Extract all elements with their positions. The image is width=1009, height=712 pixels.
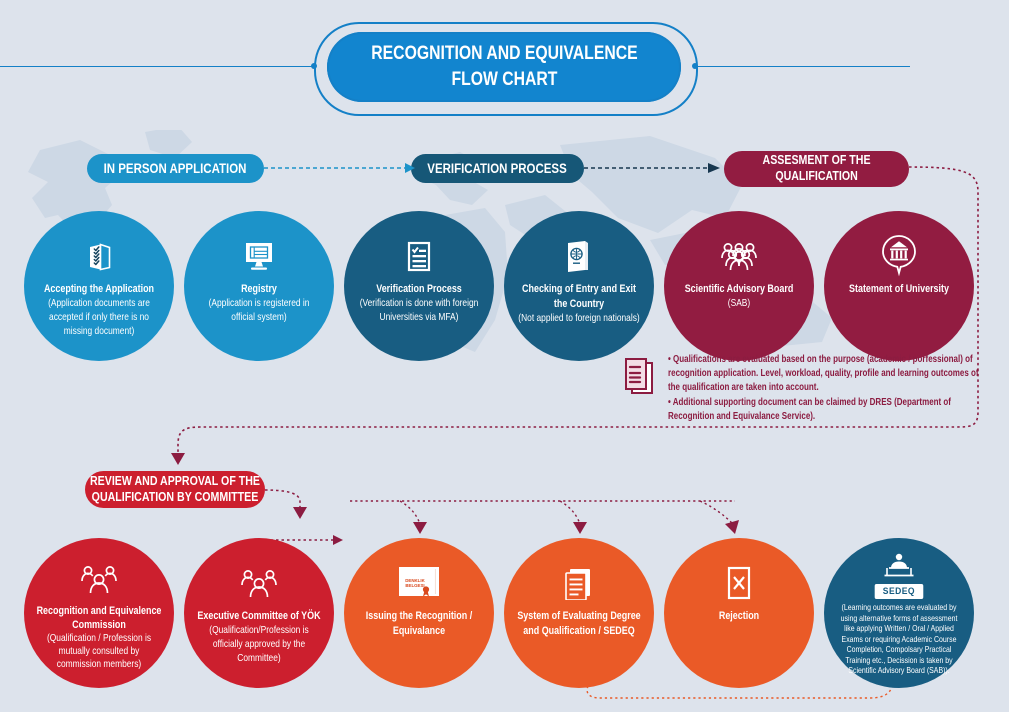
svg-text:BELGESI: BELGESI	[405, 583, 424, 588]
